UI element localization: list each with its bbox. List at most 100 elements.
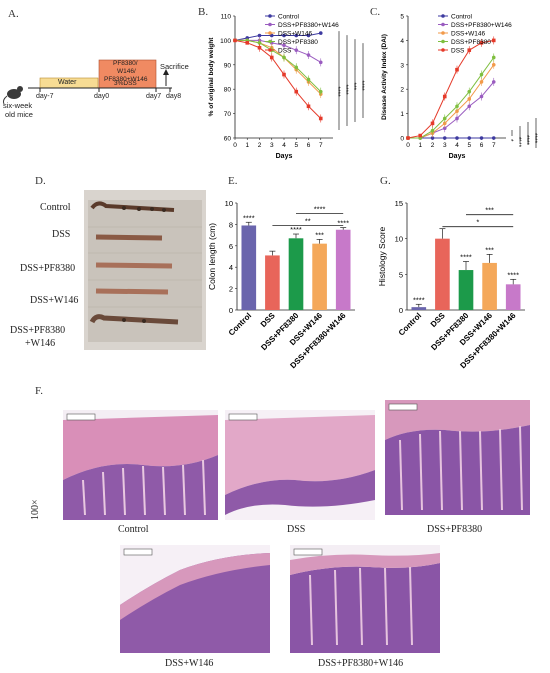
treatment-line-3: PF8380+W146 (104, 76, 148, 83)
legend-marker (441, 14, 445, 18)
y-tick-label: 5 (399, 270, 403, 279)
panel-label-a: A. (8, 8, 19, 20)
significance-label: **** (523, 135, 530, 146)
y-tick-label: 80 (224, 87, 232, 94)
bar-4 (335, 229, 351, 310)
bracket-label: ** (305, 217, 311, 226)
significance-label: **** (342, 85, 349, 96)
data-point (318, 89, 323, 94)
x-tick-label: 5 (467, 142, 471, 149)
histology-control-image (63, 410, 218, 520)
x-tick-label: 3 (443, 142, 447, 149)
sacrifice-label: Sacrifice (160, 62, 189, 71)
data-point (294, 89, 299, 94)
data-point (455, 116, 459, 121)
colon-length-chart: 0 2 4 6 8 10 Colon length (cm) **** Control DSS **… (205, 185, 370, 385)
y-tick-label: 4 (229, 263, 233, 272)
data-point (294, 33, 299, 38)
colon-dss-w146 (95, 288, 169, 295)
data-point (406, 136, 410, 140)
colon-dss-pf8380 (95, 262, 173, 269)
y-axis-label: Colon length (cm) (207, 223, 217, 290)
data-point (479, 94, 484, 99)
data-point (455, 104, 459, 109)
magnification-label: 100× (30, 499, 41, 520)
category-label: DSS (429, 311, 447, 329)
data-point (245, 41, 250, 45)
panel-label-f: F. (35, 385, 43, 397)
data-point (282, 72, 286, 77)
data-point (479, 80, 484, 84)
y-tick-label: 0 (399, 306, 403, 315)
significance-label: **** (334, 87, 341, 98)
bar-significance: **** (507, 270, 519, 279)
y-tick-label: 3 (400, 62, 404, 69)
legend-marker (268, 14, 272, 18)
data-point (318, 60, 323, 65)
data-point (479, 136, 484, 140)
colon-photo (84, 190, 206, 350)
data-point (418, 133, 423, 138)
significance-label: **** (531, 133, 538, 144)
data-point (467, 136, 472, 140)
y-tick-label: 15 (395, 199, 403, 208)
colon-dss (95, 234, 163, 241)
data-point (442, 116, 447, 121)
data-point (257, 41, 262, 45)
bar-significance: **** (460, 252, 472, 261)
bar-1 (265, 255, 280, 310)
data-point (491, 63, 496, 67)
day-label-7: day7 (146, 93, 162, 100)
legend-marker (268, 39, 272, 44)
histology-combo-image (290, 545, 440, 653)
bar-0 (411, 307, 427, 310)
panel-label-b: B. (198, 6, 209, 18)
x-tick-label: 7 (319, 142, 323, 149)
legend-marker (441, 39, 445, 44)
x-tick-label: 6 (307, 142, 311, 149)
y-tick-label: 8 (229, 220, 233, 229)
y-tick-label: 1 (400, 111, 404, 118)
legend-label: DSS+PF8380+W146 (451, 22, 512, 29)
bar-significance: **** (337, 219, 349, 228)
histology-score-chart: 0 5 10 15 Histology Score **** Control DSS **** D… (375, 185, 545, 385)
x-tick-label: 0 (233, 142, 237, 149)
y-tick-label: 2 (229, 285, 233, 294)
significance-label: **** (515, 137, 522, 148)
bar-1 (435, 238, 450, 310)
data-point (467, 97, 472, 101)
panel-label-d: D. (35, 175, 46, 187)
legend-label: DSS+PF8380 (451, 39, 491, 46)
photo-label-combo-2: +W146 (25, 338, 56, 349)
bar-3 (312, 243, 327, 310)
y-tick-label: 5 (400, 14, 404, 21)
bar-significance: **** (243, 213, 255, 222)
x-tick-label: 7 (492, 142, 496, 149)
bar-3 (482, 262, 497, 310)
data-point (306, 53, 311, 57)
data-point (282, 43, 286, 48)
histology-caption-dss: DSS (287, 524, 306, 535)
data-point (269, 33, 274, 38)
x-tick-label: 1 (418, 142, 422, 149)
y-tick-label: 70 (224, 111, 232, 118)
x-axis-label: Days (276, 153, 293, 160)
colon-control (90, 201, 175, 212)
data-point (430, 136, 435, 140)
histology-caption-dss-w146: DSS+W146 (165, 658, 214, 669)
dss-label: 3%DSS (114, 80, 137, 87)
data-point (282, 33, 286, 38)
data-point (442, 136, 447, 140)
data-point (233, 38, 237, 43)
y-axis-label: % of original body weight (208, 37, 215, 117)
series-line-1 (408, 81, 495, 139)
bar-2 (288, 238, 304, 310)
day-label-0: day0 (94, 93, 110, 100)
x-tick-label: 2 (431, 142, 435, 149)
significance-label: * (507, 139, 514, 142)
mouse-label-1: six-week (3, 101, 33, 110)
legend-label: DSS+PF8380+W146 (278, 22, 339, 29)
y-tick-label: 100 (220, 38, 231, 45)
treatment-line-2: W146/ (117, 68, 136, 75)
data-point (455, 67, 459, 72)
